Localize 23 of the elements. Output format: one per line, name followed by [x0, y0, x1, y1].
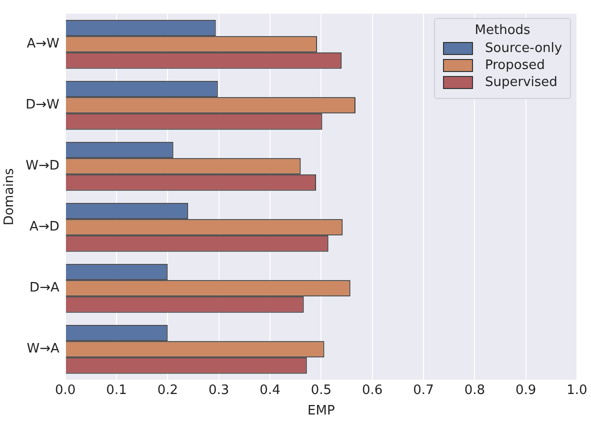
legend-label: Proposed: [485, 58, 545, 73]
x-tick-label: 0.9: [515, 382, 536, 398]
x-tick-label: 0.5: [310, 382, 332, 398]
legend-label: Supervised: [485, 74, 558, 90]
legend-title: Methods: [474, 22, 532, 38]
x-tick-label: 0.2: [157, 382, 178, 398]
x-tick-label: 0.3: [208, 382, 230, 398]
x-tick-label: 0.0: [55, 382, 76, 398]
x-tick-label: 0.8: [464, 382, 486, 398]
y-tick-label: D→W: [26, 98, 60, 113]
y-tick-label: W→A: [26, 342, 60, 357]
x-tick-label: 0.7: [413, 382, 434, 398]
x-tick-label: 0.1: [106, 382, 127, 398]
legend-label: Source-only: [485, 40, 562, 56]
y-tick-label: A→W: [26, 36, 60, 52]
x-tick-label: 0.6: [362, 382, 383, 398]
y-tick-label: D→A: [30, 280, 60, 296]
y-tick-label: A→D: [30, 220, 60, 235]
x-axis-title: EMP: [308, 404, 335, 419]
y-tick-label: W→D: [26, 158, 60, 174]
x-tick-label: 0.4: [260, 382, 280, 398]
y-axis-title: Domains: [2, 168, 18, 226]
x-tick-label: 1.0: [566, 382, 588, 398]
